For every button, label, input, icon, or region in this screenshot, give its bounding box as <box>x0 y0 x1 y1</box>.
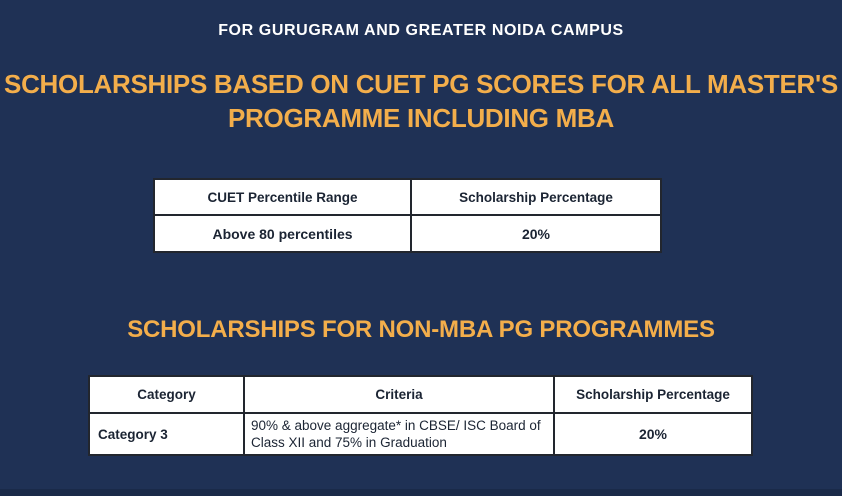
table-row: Above 80 percentiles 20% <box>153 214 662 253</box>
scholarship-percentage-value: 20% <box>410 214 662 253</box>
non-mba-scholarship-table: Category Criteria Scholarship Percentage… <box>88 375 753 456</box>
scholarship-percentage-header: Scholarship Percentage <box>553 375 753 414</box>
category-value: Category 3 <box>88 412 245 456</box>
scholarship-percentage-header: Scholarship Percentage <box>410 178 662 216</box>
criteria-header: Criteria <box>243 375 555 414</box>
non-mba-section-title: SCHOLARSHIPS FOR NON-MBA PG PROGRAMMES <box>127 316 715 343</box>
cuet-percentile-range-value: Above 80 percentiles <box>153 214 412 253</box>
table-header-row: CUET Percentile Range Scholarship Percen… <box>153 178 662 216</box>
main-title-line2: PROGRAMME INCLUDING MBA <box>228 103 614 133</box>
category-header: Category <box>88 375 245 414</box>
main-title: SCHOLARSHIPS BASED ON CUET PG SCORES FOR… <box>0 67 842 135</box>
bottom-edge-strip <box>0 489 842 496</box>
scholarship-percentage-value: 20% <box>553 412 753 456</box>
table-header-row: Category Criteria Scholarship Percentage <box>88 375 753 414</box>
main-title-line1: SCHOLARSHIPS BASED ON CUET PG SCORES FOR… <box>4 69 838 99</box>
campus-subtitle: FOR GURUGRAM AND GREATER NOIDA CAMPUS <box>218 22 624 39</box>
criteria-value: 90% & above aggregate* in CBSE/ ISC Boar… <box>243 412 555 456</box>
cuet-scholarship-table: CUET Percentile Range Scholarship Percen… <box>153 178 662 253</box>
table-row: Category 3 90% & above aggregate* in CBS… <box>88 412 753 456</box>
cuet-percentile-range-header: CUET Percentile Range <box>153 178 412 216</box>
